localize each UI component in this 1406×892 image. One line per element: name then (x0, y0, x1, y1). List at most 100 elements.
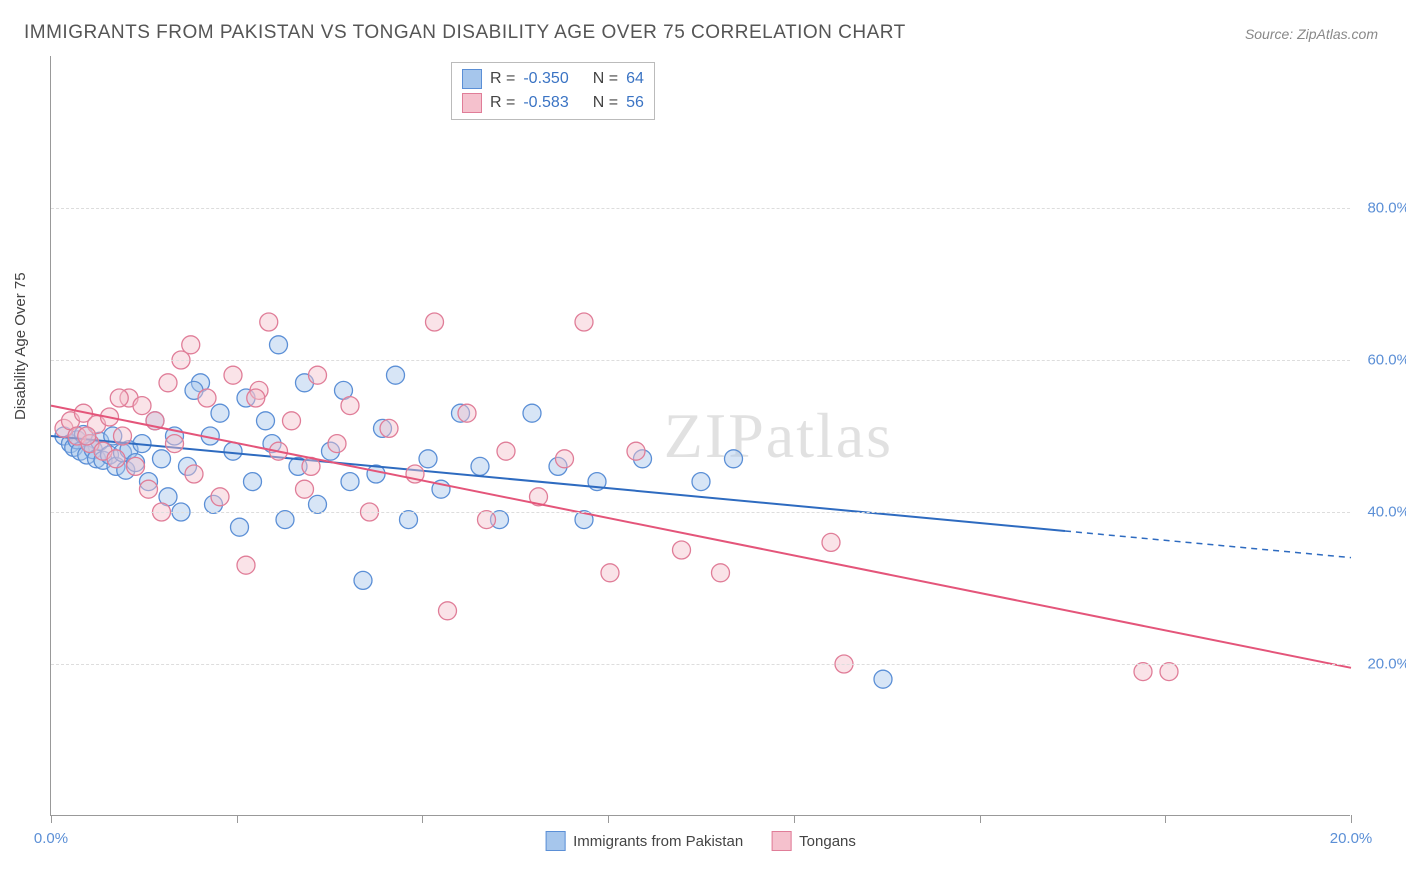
data-point (627, 442, 645, 460)
x-tick (422, 815, 423, 823)
legend-label: Immigrants from Pakistan (573, 833, 743, 850)
y-axis-label: Disability Age Over 75 (12, 272, 29, 420)
x-tick (51, 815, 52, 823)
data-point (237, 556, 255, 574)
data-point (419, 450, 437, 468)
data-point (224, 442, 242, 460)
data-point (107, 450, 125, 468)
data-point (244, 473, 262, 491)
gridline (51, 664, 1350, 665)
plot-area: ZIPatlas R =-0.350N =64R =-0.583N =56 Im… (50, 56, 1350, 816)
legend-item: Immigrants from Pakistan (545, 831, 743, 851)
data-point (387, 366, 405, 384)
data-point (478, 511, 496, 529)
data-point (78, 427, 96, 445)
data-point (224, 366, 242, 384)
x-tick-label: 20.0% (1330, 830, 1373, 847)
data-point (257, 412, 275, 430)
data-point (354, 571, 372, 589)
x-tick-label: 0.0% (34, 830, 68, 847)
x-tick (608, 815, 609, 823)
data-point (341, 397, 359, 415)
data-point (426, 313, 444, 331)
data-point (341, 473, 359, 491)
gridline (51, 208, 1350, 209)
data-point (471, 457, 489, 475)
x-tick (980, 815, 981, 823)
data-point (439, 602, 457, 620)
data-point (725, 450, 743, 468)
n-value: 56 (626, 94, 644, 112)
data-point (247, 389, 265, 407)
data-point (270, 336, 288, 354)
legend-item: Tongans (771, 831, 856, 851)
data-point (328, 435, 346, 453)
trend-line-dashed (1065, 531, 1351, 558)
n-label: N = (593, 70, 618, 88)
data-point (153, 450, 171, 468)
stats-row: R = -0.350 N = 64 (462, 67, 644, 91)
y-tick-label: 80.0% (1367, 200, 1406, 217)
gridline (51, 512, 1350, 513)
r-label: R = (490, 70, 515, 88)
data-point (231, 518, 249, 536)
x-tick (237, 815, 238, 823)
trend-line (51, 406, 1351, 668)
data-point (198, 389, 216, 407)
data-point (211, 488, 229, 506)
data-point (211, 404, 229, 422)
data-point (822, 533, 840, 551)
chart-title: IMMIGRANTS FROM PAKISTAN VS TONGAN DISAB… (24, 22, 906, 44)
data-point (127, 457, 145, 475)
data-point (260, 313, 278, 331)
stats-row: R = -0.583 N = 56 (462, 91, 644, 115)
bottom-legend: Immigrants from Pakistan Tongans (545, 831, 856, 851)
data-point (575, 313, 593, 331)
data-point (182, 336, 200, 354)
data-point (692, 473, 710, 491)
x-tick (1165, 815, 1166, 823)
x-tick (794, 815, 795, 823)
r-label: R = (490, 94, 515, 112)
legend-swatch (771, 831, 791, 851)
gridline (51, 360, 1350, 361)
legend-swatch (462, 69, 482, 89)
legend-swatch (545, 831, 565, 851)
y-tick-label: 40.0% (1367, 504, 1406, 521)
y-tick-label: 60.0% (1367, 352, 1406, 369)
data-point (458, 404, 476, 422)
r-value: -0.583 (523, 94, 568, 112)
data-point (296, 480, 314, 498)
data-point (523, 404, 541, 422)
trend-line (51, 436, 1065, 531)
data-point (400, 511, 418, 529)
data-point (185, 465, 203, 483)
n-label: N = (593, 94, 618, 112)
data-point (133, 397, 151, 415)
legend-label: Tongans (799, 833, 856, 850)
x-tick (1351, 815, 1352, 823)
correlation-stats-box: R = -0.350 N = 64 R = -0.583 N = 56 (451, 62, 655, 120)
data-point (283, 412, 301, 430)
data-point (556, 450, 574, 468)
data-point (166, 435, 184, 453)
data-point (673, 541, 691, 559)
data-point (114, 427, 132, 445)
y-tick-label: 20.0% (1367, 656, 1406, 673)
data-point (159, 374, 177, 392)
data-point (497, 442, 515, 460)
data-point (1134, 663, 1152, 681)
legend-swatch (462, 93, 482, 113)
r-value: -0.350 (523, 70, 568, 88)
chart-svg (51, 56, 1350, 815)
data-point (601, 564, 619, 582)
data-point (712, 564, 730, 582)
n-value: 64 (626, 70, 644, 88)
source-attribution: Source: ZipAtlas.com (1245, 26, 1378, 42)
data-point (309, 495, 327, 513)
data-point (110, 389, 128, 407)
data-point (276, 511, 294, 529)
data-point (140, 480, 158, 498)
data-point (1160, 663, 1178, 681)
data-point (874, 670, 892, 688)
